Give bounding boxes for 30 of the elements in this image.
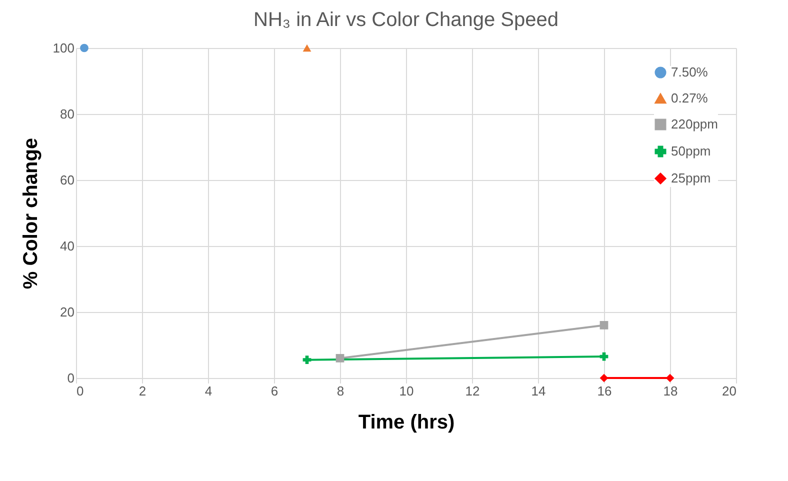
y-tick-label: 60 — [60, 172, 74, 188]
point — [302, 44, 312, 52]
y-tick-label: 0 — [67, 370, 74, 386]
x-tick-label: 14 — [531, 384, 546, 398]
point — [600, 321, 608, 330]
y-tick-label: 20 — [60, 304, 74, 320]
legend-label: 7.50% — [671, 64, 708, 80]
legend-label: 50ppm — [671, 144, 711, 158]
legend-label: 220ppm — [671, 116, 718, 132]
y-tick-label: 100 — [52, 40, 74, 56]
x-tick-label: 16 — [597, 384, 612, 398]
point — [80, 44, 88, 52]
x-tick-label: 6 — [270, 384, 278, 398]
y-tick-label: 80 — [60, 106, 74, 122]
point — [336, 354, 344, 362]
chart-title: NH₃ in Air vs Color Change Speed — [254, 9, 558, 31]
y-axis-title: % Color change — [20, 138, 42, 290]
x-tick-label: 20 — [722, 384, 736, 398]
x-tick-label: 0 — [76, 384, 84, 398]
x-tick-label: 2 — [138, 384, 146, 398]
x-tick-label: 18 — [663, 384, 678, 398]
y-tick-label: 40 — [60, 238, 74, 254]
x-tick-label: 10 — [399, 384, 414, 398]
x-axis-title: Time (hrs) — [358, 412, 455, 434]
x-tick-label: 12 — [465, 384, 480, 398]
legend-label: 25ppm — [671, 170, 711, 186]
x-tick-label: 8 — [336, 384, 344, 398]
point — [302, 356, 312, 364]
legend-label: 0.27% — [671, 90, 708, 106]
x-tick-label: 4 — [204, 384, 212, 398]
